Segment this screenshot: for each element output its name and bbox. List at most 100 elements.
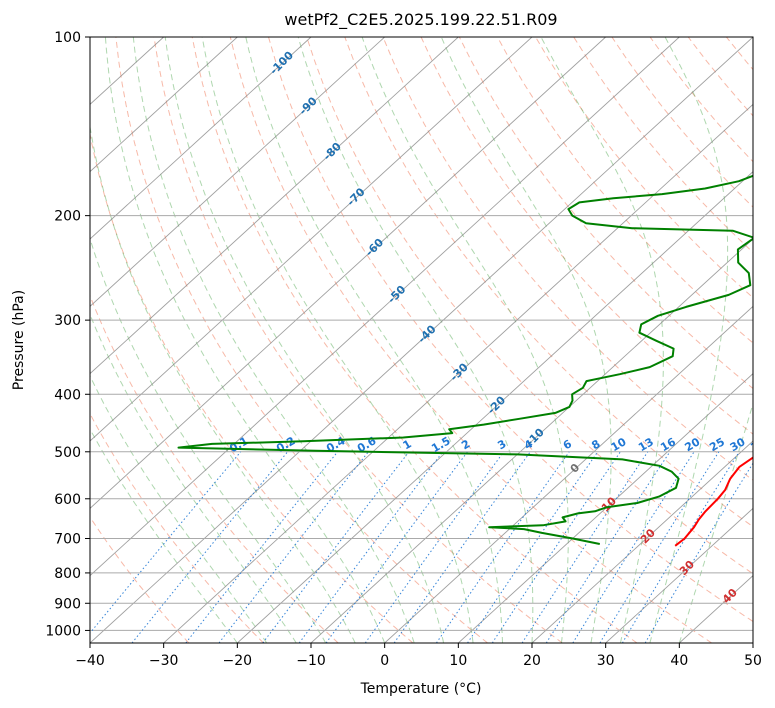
y-tick-label: 600: [54, 492, 81, 508]
dry-adiabat: [306, 37, 753, 575]
dry-adiabat: [458, 37, 753, 390]
dry-adiabat: [535, 37, 753, 299]
plot-frame: [89, 36, 754, 644]
isotherm: [90, 37, 385, 307]
moist-adiabat: [90, 236, 327, 643]
x-tick-label: −30: [149, 653, 179, 669]
x-tick-label: 10: [449, 653, 467, 669]
moist-adiabat: [90, 428, 238, 643]
y-tick-label: 900: [54, 596, 81, 612]
mixing-ratio-line: [325, 451, 468, 643]
isotherm: [605, 507, 753, 643]
dry-adiabat: [344, 37, 753, 528]
dry-adiabat: [153, 37, 563, 643]
x-tick-label: 50: [744, 653, 762, 669]
x-tick-label: −40: [75, 653, 105, 669]
dry-adiabat: [268, 37, 753, 623]
dry-adiabat: [726, 37, 753, 71]
mixing-ratio-line: [572, 451, 695, 643]
mixing-ratio-line: [218, 451, 369, 643]
isotherm: [163, 103, 753, 643]
dewpoint-line: [177, 174, 753, 545]
isotherm: [531, 440, 753, 643]
mixing-ratio-line: [262, 451, 410, 643]
mixing-ratio-label: 3: [495, 437, 508, 452]
dry-adiabat: [496, 37, 753, 344]
isotherm: [90, 37, 606, 509]
moist-adiabat: [440, 37, 612, 643]
dry-adiabat: [687, 37, 753, 117]
dry-adiabat: [765, 37, 775, 643]
dry-adiabat: [90, 412, 264, 643]
mixing-ratio-line: [364, 451, 505, 643]
mixing-ratio-line: [185, 451, 338, 643]
x-tick-label: 40: [670, 653, 688, 669]
isotherm: [458, 373, 753, 643]
plot-area: 0.1 0.2 0.4 0.6 1 1.5 2 3 4 6 8 10 13 16 20 25 30 36-100-…: [90, 37, 775, 643]
moist-adiabat: [245, 37, 503, 643]
mixing-ratio-line: [621, 451, 740, 643]
mixing-ratio-line: [131, 451, 288, 643]
mixing-ratio-label: 2: [459, 437, 472, 452]
y-tick-label: 200: [54, 209, 81, 225]
moist-adiabat: [104, 37, 386, 643]
isotherm: [752, 642, 753, 643]
temperature-line: [674, 456, 753, 547]
mixing-ratio-label: 8: [589, 437, 602, 452]
isotherm: [90, 37, 680, 577]
dry-adiabat: [611, 37, 753, 208]
mixing-ratio-line: [545, 451, 671, 643]
chart-title: wetPf2_C2E5.2025.199.22.51.R09: [284, 10, 557, 30]
dry-adiabat: [420, 37, 753, 435]
x-tick-label: 30: [597, 653, 615, 669]
mixing-ratio-line: [491, 451, 621, 643]
x-tick-label: 20: [523, 653, 541, 669]
mixing-ratio-line: [90, 451, 242, 634]
dry-adiabat: [90, 516, 190, 643]
x-axis-title: Temperature (°C): [360, 681, 482, 697]
dry-adiabat: [382, 37, 753, 481]
isotherm: [90, 37, 238, 173]
mixing-ratio-line: [467, 451, 599, 643]
mixing-ratio-line: [298, 451, 444, 643]
y-tick-label: 400: [54, 387, 81, 403]
mixing-ratio-line: [521, 451, 649, 643]
mixing-ratio-line: [393, 451, 531, 643]
mixing-ratio-lines: [90, 451, 753, 643]
moist-adiabat: [90, 124, 356, 643]
y-tick-label: 100: [54, 30, 81, 46]
mixing-ratio-label: 36: [748, 435, 768, 454]
isotherm: [384, 305, 753, 643]
mixing-ratio-line: [435, 451, 570, 643]
moist-adiabat: [361, 37, 569, 643]
x-tick-label: −20: [223, 653, 253, 669]
y-tick-label: 800: [54, 566, 81, 582]
moist-adiabat: [201, 37, 474, 643]
dry-adiabat: [90, 131, 414, 643]
dry-adiabat: [191, 37, 638, 643]
moist-adiabat: [649, 37, 729, 643]
moist-adiabat: [164, 37, 445, 643]
isotherm: [90, 37, 312, 240]
dry-adiabat: [229, 37, 712, 643]
y-tick-label: 500: [54, 445, 81, 461]
isotherms: [90, 37, 753, 643]
moist-adiabat: [90, 313, 297, 643]
y-tick-label: 700: [54, 532, 81, 548]
line-labels: 0.1 0.2 0.4 0.6 1 1.5 2 3 4 6 8 10 13 16 20 25 30 36-100-…: [227, 49, 768, 607]
x-tick-label: 0: [380, 653, 389, 669]
mixing-ratio-label: 1: [401, 437, 414, 452]
isotherm: [90, 37, 459, 375]
isotherm: [90, 37, 753, 643]
y-axis: 100 200 300 400 500 600 700 800 900 1000: [45, 30, 90, 639]
moist-adiabat: [540, 37, 664, 643]
mixing-ratio-line: [644, 462, 753, 643]
x-axis: −40 −30 −20 −10 0 10 20 30 40 50: [75, 643, 762, 669]
x-tick-label: −10: [296, 653, 326, 669]
profiles: [177, 174, 753, 547]
moist-adiabat: [297, 37, 534, 643]
y-tick-label: 300: [54, 313, 81, 329]
mixing-ratio-label: 6: [561, 437, 574, 452]
dry-adiabat: [115, 37, 488, 643]
